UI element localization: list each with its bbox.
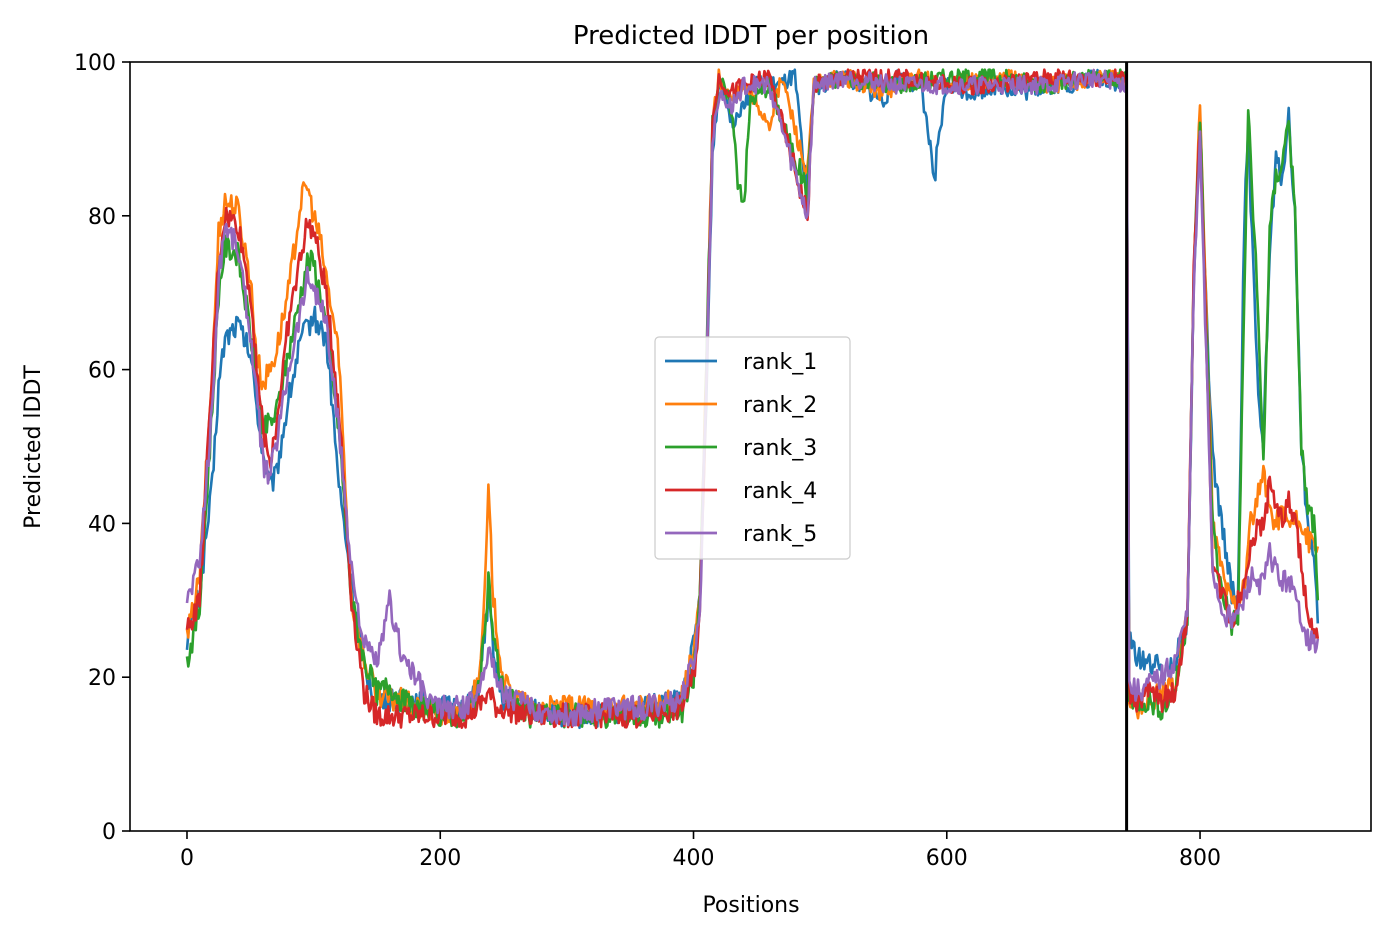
x-axis: 0 200 400 600 800 <box>180 831 1221 871</box>
y-tick-label: 20 <box>88 666 116 691</box>
legend-label-rank_4: rank_4 <box>743 479 817 504</box>
y-axis-title: Predicted lDDT <box>21 365 46 529</box>
x-tick-label: 200 <box>419 846 461 871</box>
chart-title: Predicted lDDT per position <box>573 21 929 51</box>
legend-label-rank_2: rank_2 <box>743 393 817 418</box>
plot-frame <box>129 61 1372 832</box>
legend-label-rank_5: rank_5 <box>743 522 817 547</box>
x-tick-label: 0 <box>180 846 194 871</box>
x-tick-label: 600 <box>926 846 968 871</box>
x-tick-label: 400 <box>673 846 715 871</box>
legend: rank_1 rank_2 rank_3 rank_4 rank_5 <box>654 336 851 560</box>
x-tick-label: 800 <box>1179 846 1221 871</box>
y-axis: 0 20 40 60 80 100 <box>74 51 130 845</box>
legend-label-rank_1: rank_1 <box>743 350 817 375</box>
y-tick-label: 100 <box>74 51 116 76</box>
y-tick-label: 40 <box>88 512 116 537</box>
y-tick-label: 0 <box>102 820 116 845</box>
x-axis-title: Positions <box>702 893 799 918</box>
series-line-rank_5 <box>185 68 1320 727</box>
legend-box <box>654 336 851 560</box>
plot-lines <box>185 68 1320 730</box>
y-tick-label: 80 <box>88 205 116 230</box>
legend-label-rank_3: rank_3 <box>743 436 817 461</box>
y-tick-label: 60 <box>88 359 116 384</box>
